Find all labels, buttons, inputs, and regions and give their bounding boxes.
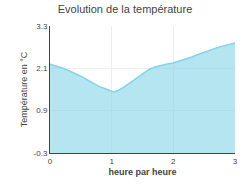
svg-text:3: 3 [233, 157, 238, 166]
svg-text:Température en °C: Température en °C [19, 51, 29, 127]
svg-text:2: 2 [171, 157, 176, 166]
svg-text:3.3: 3.3 [36, 22, 48, 31]
svg-text:Evolution de la température: Evolution de la température [58, 3, 193, 15]
svg-text:heure par heure: heure par heure [108, 167, 176, 177]
svg-text:1: 1 [109, 157, 114, 166]
svg-text:0.9: 0.9 [36, 106, 48, 115]
svg-text:2.1: 2.1 [36, 64, 48, 73]
svg-text:0: 0 [48, 157, 53, 166]
svg-text:-0.3: -0.3 [34, 149, 48, 158]
